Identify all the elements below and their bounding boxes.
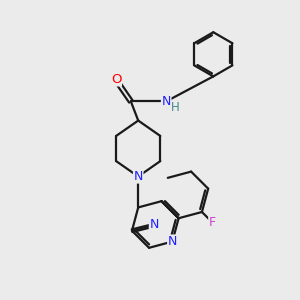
Text: H: H xyxy=(171,101,180,114)
Text: O: O xyxy=(111,73,122,86)
Text: N: N xyxy=(161,95,171,108)
Text: N: N xyxy=(168,235,177,248)
Text: N: N xyxy=(134,170,143,183)
Text: F: F xyxy=(209,216,216,229)
Text: N: N xyxy=(149,218,159,231)
